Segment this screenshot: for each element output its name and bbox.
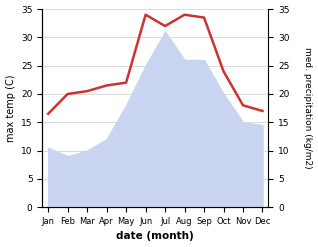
X-axis label: date (month): date (month)	[116, 231, 194, 242]
Y-axis label: med. precipitation (kg/m2): med. precipitation (kg/m2)	[303, 47, 313, 169]
Y-axis label: max temp (C): max temp (C)	[5, 74, 16, 142]
